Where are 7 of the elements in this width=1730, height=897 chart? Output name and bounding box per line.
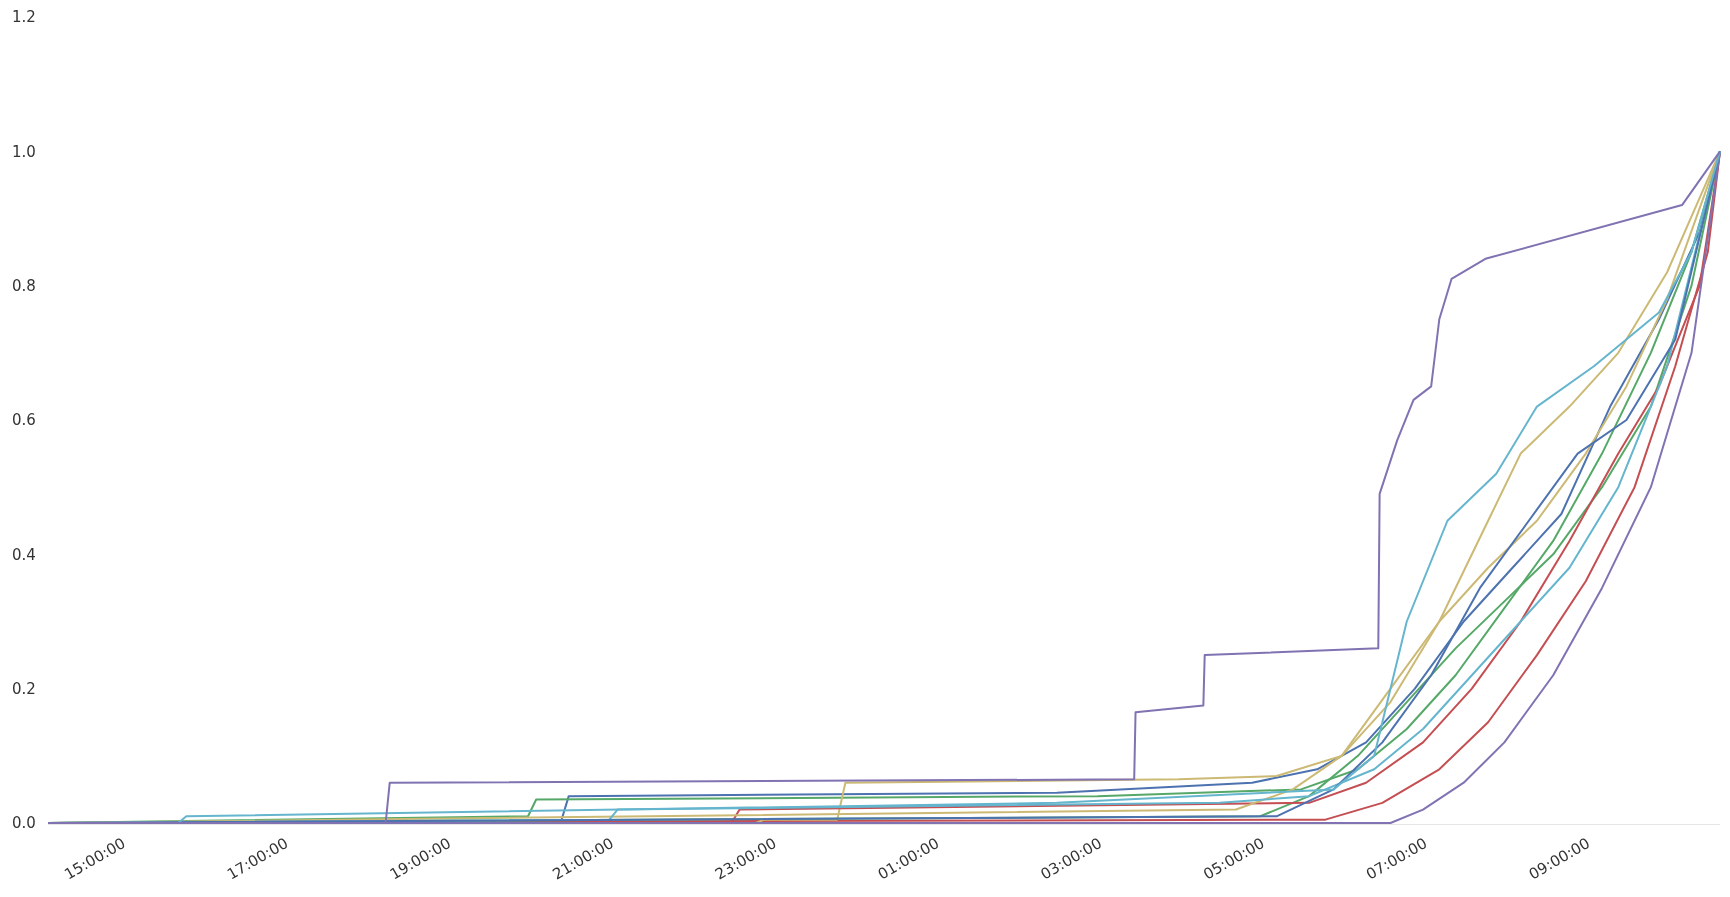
y-tick-label: 0.4	[12, 545, 36, 564]
y-tick-label: 0.2	[12, 679, 36, 698]
y-tick-label: 1.0	[12, 142, 36, 161]
y-tick-label: 0.0	[12, 814, 36, 833]
y-tick-label: 0.8	[12, 276, 36, 295]
y-tick-label: 0.6	[12, 411, 36, 430]
y-tick-label: 1.2	[12, 8, 36, 27]
